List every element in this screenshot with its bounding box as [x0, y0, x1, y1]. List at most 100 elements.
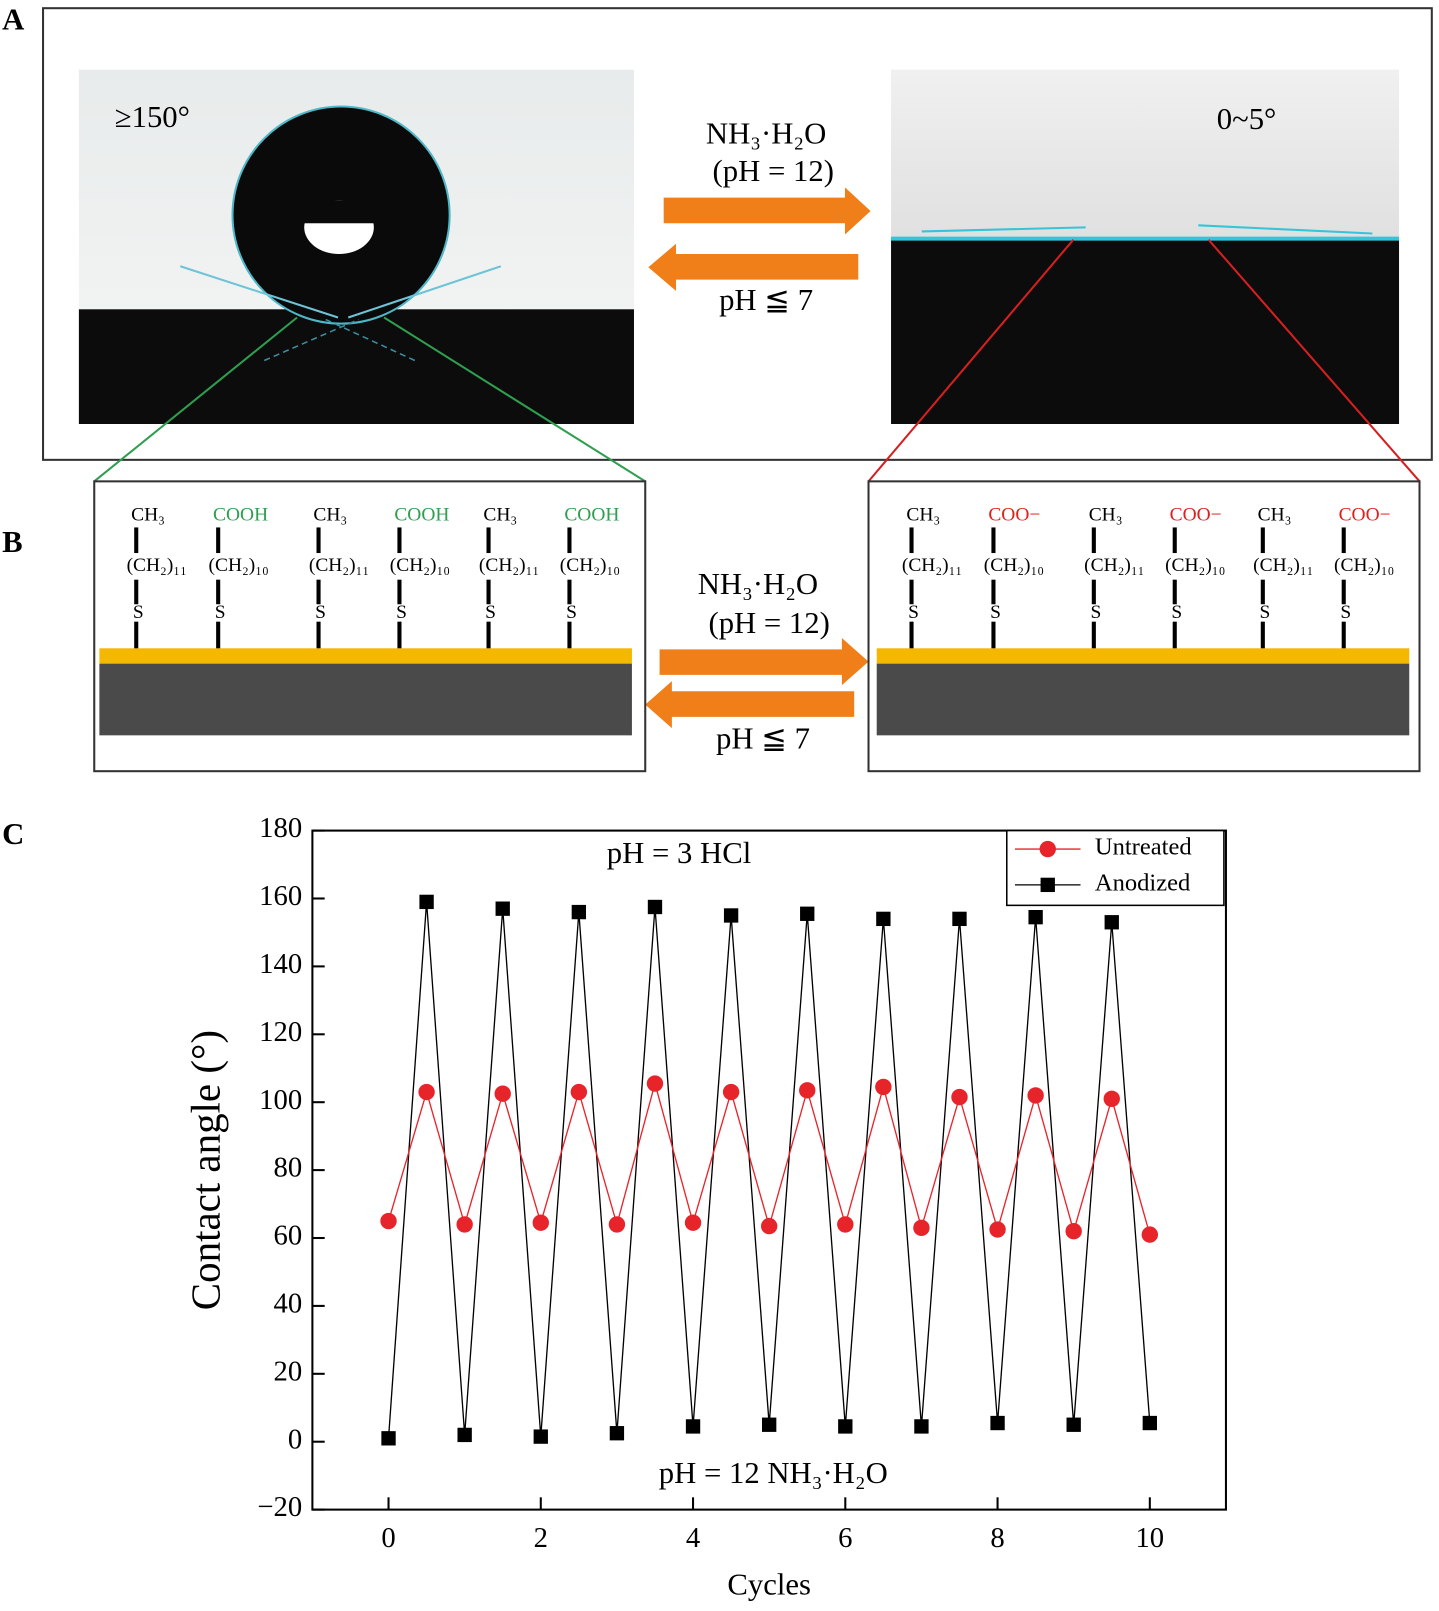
chain-label: (CH₂)₁₀	[560, 555, 620, 576]
circle-marker	[837, 1216, 854, 1233]
chain-label: (CH₂)₁₀	[1334, 555, 1394, 576]
head-group: CH₃	[483, 505, 517, 526]
y-tick-label: 180	[259, 812, 302, 844]
y-tick-label: 100	[259, 1084, 302, 1116]
anchor-atom: S	[1340, 602, 1351, 623]
anchor-atom: S	[1090, 602, 1101, 623]
square-marker	[571, 904, 587, 920]
x-tick-label: 6	[838, 1522, 852, 1554]
head-group: COOH	[564, 505, 619, 526]
square-marker	[1104, 915, 1119, 930]
head-group: COOH	[213, 505, 268, 526]
contact-angle-label: 0~5°	[1217, 102, 1277, 136]
panel-label: C	[2, 817, 24, 851]
series-line	[387, 901, 1151, 1439]
y-axis-label: Contact angle (°)	[182, 1030, 228, 1310]
legend-label: Anodized	[1095, 870, 1191, 897]
circle-marker	[722, 1083, 740, 1101]
square-marker	[419, 894, 434, 910]
annotation: pH = 12 NH₃·H₂O	[659, 1456, 888, 1490]
square-marker	[533, 1429, 548, 1444]
anchor-atom: S	[1171, 602, 1182, 623]
y-tick-label: −20	[257, 1491, 302, 1523]
head-group: CH₃	[1258, 505, 1292, 526]
x-tick-label: 4	[686, 1522, 700, 1554]
anchor-atom: S	[133, 602, 144, 623]
square-marker	[647, 899, 663, 915]
square-marker	[609, 1426, 625, 1441]
anchor-atom: S	[215, 602, 226, 623]
chain-label: (CH₂)₁₁	[1084, 555, 1144, 576]
contact-angle-label: ≥150°	[115, 100, 190, 134]
molecules: CH₃ (CH₂)₁₁ S COOH (CH₂)₁₀ S CH₃ (CH₂)₁₁ S COOH (C…	[127, 505, 1394, 649]
chain-label: (CH₂)₁₀	[209, 555, 269, 576]
circle-marker	[646, 1075, 664, 1092]
circle-marker	[1027, 1087, 1044, 1104]
x-tick-label: 2	[534, 1522, 548, 1554]
y-tick-label: 160	[259, 880, 302, 912]
x-tick-label: 8	[990, 1522, 1004, 1554]
anchor-atom: S	[566, 602, 577, 623]
square-marker	[800, 906, 815, 921]
chain-label: (CH₂)₁₁	[902, 555, 962, 576]
square-marker	[1142, 1415, 1157, 1431]
chart: −20 0 20 40 60 80 100 120 140 160 180 0 2 4 6 8 10 Cycles…	[182, 812, 1227, 1601]
head-group: COOH	[394, 505, 449, 526]
panel-label: B	[2, 525, 23, 559]
chain-label: (CH₂)₁₁	[479, 555, 539, 576]
right-photo	[891, 69, 1400, 425]
left-photo	[78, 69, 634, 425]
head-group: CH₃	[313, 505, 347, 526]
square-marker	[1066, 1417, 1081, 1432]
square-marker	[381, 1431, 396, 1446]
anchor-atom: S	[396, 602, 407, 623]
circle-marker	[1065, 1223, 1082, 1240]
gold-layer	[876, 648, 1410, 664]
square-marker	[457, 1427, 472, 1443]
head-group: CH₃	[1089, 505, 1123, 526]
anchor-atom: S	[908, 602, 919, 623]
circle-marker	[1141, 1226, 1159, 1243]
anchor-atom: S	[990, 602, 1001, 623]
x-tick-label: 0	[381, 1522, 395, 1554]
anchor-atom: S	[485, 602, 496, 623]
circle-marker	[532, 1214, 549, 1231]
circle-marker	[380, 1212, 397, 1230]
square-marker	[495, 901, 510, 916]
head-group: COO−	[1339, 505, 1391, 526]
substrate	[99, 663, 632, 736]
reagent-label: NH₃·H₂O	[698, 567, 818, 601]
head-group: CH₃	[906, 505, 940, 526]
chain-label: (CH₂)₁₀	[1165, 555, 1225, 576]
y-tick-label: 0	[288, 1423, 302, 1455]
circle-marker	[875, 1078, 892, 1096]
y-tick-label: 20	[273, 1355, 302, 1387]
circle-marker	[608, 1216, 626, 1233]
circle-marker	[684, 1214, 702, 1231]
circle-marker	[1103, 1090, 1120, 1107]
substrate	[876, 663, 1410, 736]
square-marker	[952, 911, 967, 927]
ph-label: (pH = 12)	[708, 606, 829, 640]
x-axis-label: Cycles	[727, 1567, 811, 1601]
ph-label: (pH = 12)	[713, 154, 834, 188]
chain-label: (CH₂)₁₀	[984, 555, 1044, 576]
square-marker	[876, 911, 891, 927]
x-tick-label: 10	[1135, 1522, 1164, 1554]
legend-marker	[1039, 840, 1056, 858]
square-marker	[838, 1419, 853, 1434]
circle-marker	[494, 1085, 511, 1102]
panel-a-frame	[42, 7, 1433, 461]
reagent-label: NH₃·H₂O	[706, 116, 826, 150]
y-tick-label: 80	[273, 1152, 302, 1184]
y-tick-label: 140	[259, 948, 302, 980]
anchor-atom: S	[315, 602, 326, 623]
ph-label: pH ≦ 7	[719, 283, 813, 317]
arrows	[645, 187, 871, 729]
chain-label: (CH₂)₁₁	[309, 555, 369, 576]
square-marker	[685, 1419, 701, 1434]
y-tick-label: 40	[273, 1287, 302, 1319]
circle-marker	[760, 1217, 778, 1235]
gold-layer	[99, 648, 632, 664]
